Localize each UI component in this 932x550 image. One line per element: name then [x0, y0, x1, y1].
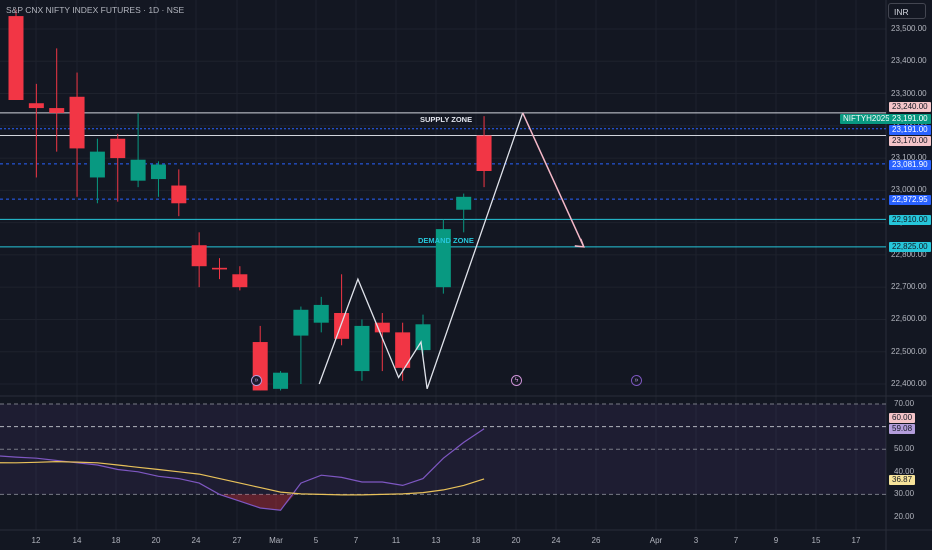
time-axis-label: 7 — [733, 536, 739, 545]
supply-zone-label: SUPPLY ZONE — [420, 115, 473, 124]
rsi-axis-label: 40.00 — [894, 466, 915, 476]
rsi-axis-label: 20.00 — [894, 512, 915, 521]
rsi-axis-label: 70.00 — [894, 399, 915, 408]
time-axis-label: 9 — [773, 536, 779, 545]
candle-body — [374, 322, 390, 333]
price-axis-label: 22,600.00 — [891, 314, 927, 324]
price-tag-23081: 23,081.90 — [889, 160, 931, 170]
time-axis-label: 13 — [431, 536, 441, 545]
event-lightning-icon[interactable]: ϟ — [511, 375, 522, 386]
rsi-axis-label: 30.00 — [894, 489, 915, 499]
time-axis-label: 24 — [551, 536, 561, 545]
candle-body — [395, 332, 411, 368]
event-forward-icon-2[interactable]: » — [631, 375, 642, 386]
candle-body — [69, 96, 85, 149]
candle-body — [354, 325, 370, 372]
time-axis-label: 20 — [151, 536, 161, 545]
rsi-upper-tag: 60.00 — [889, 413, 916, 423]
price-axis-label: 23,100.00 — [891, 153, 927, 163]
rsi-axis-label: 50.00 — [894, 444, 915, 454]
time-axis-label: 24 — [191, 536, 201, 545]
candle-body — [273, 372, 289, 389]
price-axis-label: 23,500.00 — [891, 24, 927, 33]
candle-body — [476, 135, 492, 171]
price-axis-label: 23,000.00 — [891, 185, 927, 195]
price-tag-23240: 23,240.00 — [889, 102, 931, 112]
time-axis-label: 3 — [693, 536, 699, 545]
price-tag-23170: 23,170.00 — [889, 136, 931, 146]
candle-body — [110, 138, 126, 159]
price-axis-label: 22,500.00 — [891, 346, 927, 356]
candle-body — [293, 309, 309, 336]
price-tag-22910: 22,910.00 — [889, 215, 931, 225]
candle-body — [212, 267, 227, 270]
rsi-value-tag: 59.08 — [889, 424, 916, 434]
candle-body — [191, 245, 207, 267]
candle-body — [130, 159, 146, 181]
time-axis-label: 27 — [232, 536, 242, 545]
price-tag-23191-b: 23,191.00 — [889, 125, 931, 135]
time-axis-label: Mar — [269, 536, 283, 545]
swing-path-line — [318, 112, 524, 390]
time-axis-label: 11 — [391, 536, 401, 545]
price-axis-label: 23,300.00 — [891, 88, 927, 98]
time-axis-label: 14 — [72, 536, 82, 545]
time-axis-label: 7 — [353, 536, 359, 545]
event-forward-icon[interactable]: » — [251, 375, 262, 386]
time-axis-label: 20 — [511, 536, 521, 545]
price-tag-23191-a: 23,191.00 — [889, 114, 931, 124]
time-axis-label: 26 — [591, 536, 601, 545]
rsi-ma-line — [0, 460, 485, 496]
candle-body — [89, 151, 105, 178]
price-tag-22972: 22,972.95 — [889, 195, 931, 205]
ticker-tag: NIFTYH2025 — [840, 114, 893, 124]
candle-body — [8, 16, 24, 100]
rsi-ma-tag: 36.87 — [889, 475, 916, 485]
candle-body — [435, 229, 451, 288]
price-axis-label: 22,400.00 — [891, 379, 927, 388]
candle-body — [171, 185, 187, 204]
price-axis-label: 22,800.00 — [891, 249, 927, 259]
candle-body — [150, 164, 166, 180]
price-axis-label: 23,400.00 — [891, 56, 927, 66]
projection-arrow-line — [522, 112, 585, 248]
time-axis-label: 5 — [313, 536, 319, 545]
candle-body — [456, 196, 472, 210]
time-axis-label: 12 — [31, 536, 41, 545]
candle-body — [334, 313, 350, 339]
time-axis-label: 18 — [111, 536, 121, 545]
time-axis-label: 18 — [471, 536, 481, 545]
rsi-oversold-fill — [219, 494, 295, 511]
rsi-line — [0, 428, 485, 511]
currency-button[interactable]: INR — [888, 3, 926, 19]
chart-title: S&P CNX NIFTY INDEX FUTURES · 1D · NSE — [6, 5, 185, 15]
time-axis-label: Apr — [649, 536, 663, 545]
candle-body — [28, 103, 44, 109]
demand-zone-label: DEMAND ZONE — [418, 236, 474, 245]
candle-body — [313, 304, 329, 323]
time-axis-label: 17 — [851, 536, 861, 545]
time-axis-label: 15 — [811, 536, 821, 545]
projection-arrow-head — [574, 238, 585, 248]
candle-body — [49, 108, 65, 113]
price-axis-label: 22,700.00 — [891, 282, 927, 292]
price-tag-22825: 22,825.00 — [889, 242, 931, 252]
candle-body — [232, 274, 248, 288]
